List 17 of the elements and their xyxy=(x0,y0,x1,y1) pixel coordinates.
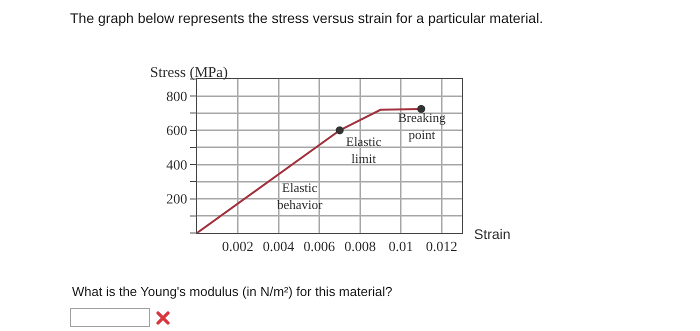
y-axis-title: Stress (MPa) xyxy=(150,65,228,81)
x-tick-label: 0.008 xyxy=(344,240,376,255)
text: What is the Young's modulus (in N/m²) for this material? xyxy=(72,284,392,299)
y-tick-label: 200 xyxy=(166,192,188,208)
x-tick-label: 0.01 xyxy=(388,240,414,255)
x-tick-label: 0.004 xyxy=(262,240,294,255)
y-tick-label: 400 xyxy=(166,158,188,174)
chart-title: The graph below represents the stress versus strain for a particular material. xyxy=(70,10,544,26)
annotation: Elastic limit xyxy=(346,134,382,166)
annotation: Breaking point xyxy=(398,110,446,142)
annotation: Elastic behavior xyxy=(277,180,324,212)
x-axis-title: Strain xyxy=(474,226,511,242)
y-tick-label: 600 xyxy=(166,124,188,140)
x-tick-label: 0.006 xyxy=(304,240,336,255)
y-tick-label: 800 xyxy=(166,90,188,106)
x-tick-label: 0.002 xyxy=(222,240,254,255)
x-tick-label: 0.012 xyxy=(426,240,458,255)
